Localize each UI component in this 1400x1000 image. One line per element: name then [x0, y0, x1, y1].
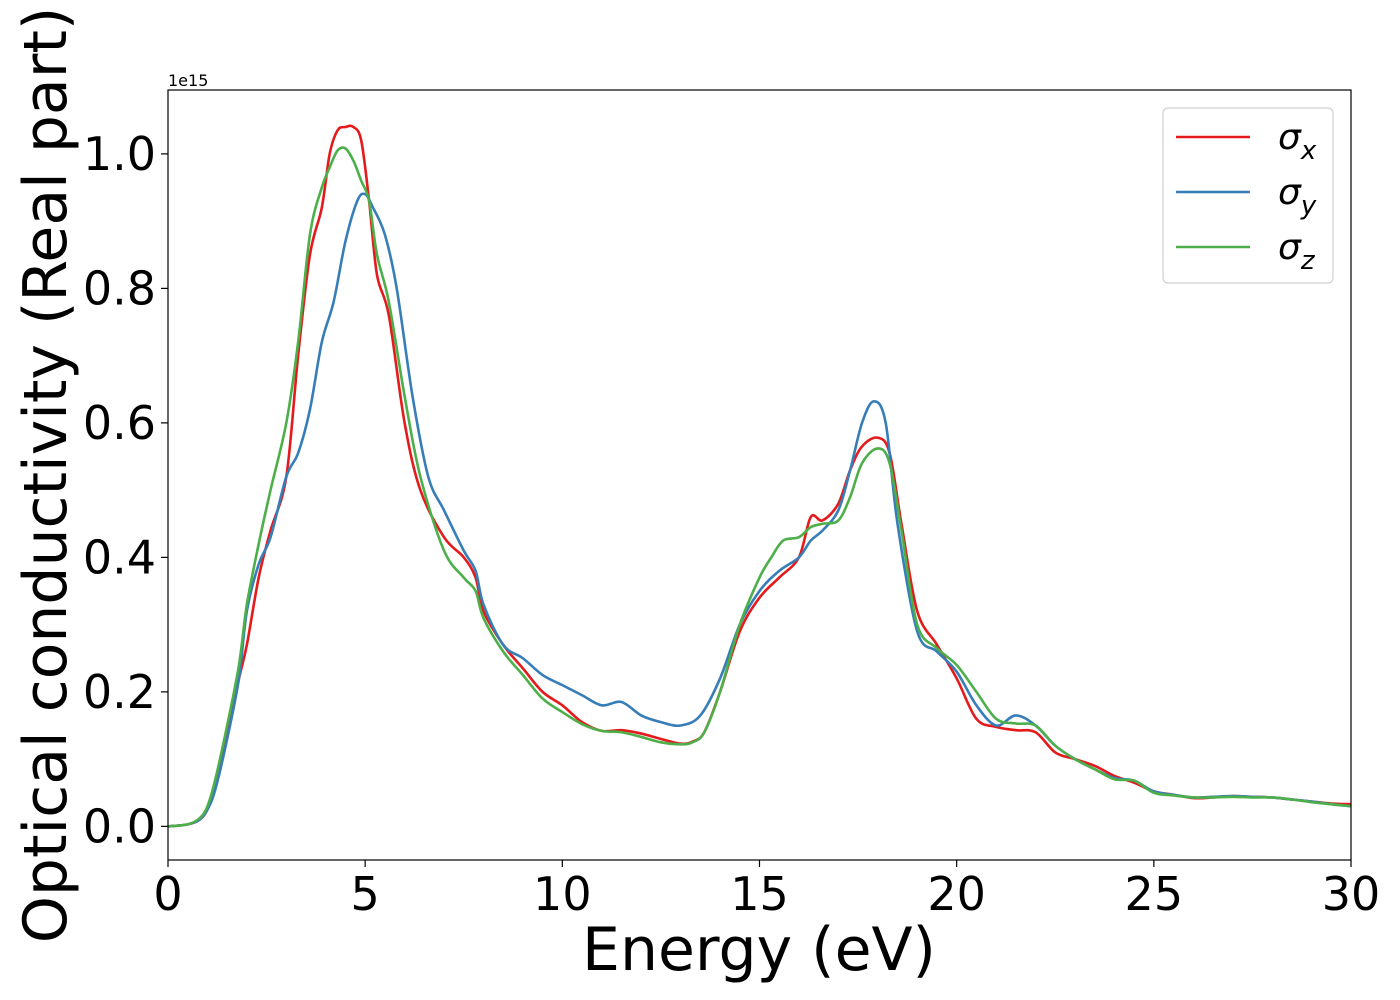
x-axis-title: Energy (eV) [582, 915, 936, 985]
x-tick-label: 30 [1322, 867, 1381, 921]
x-axis-ticks: 0 5 10 15 20 25 30 [153, 860, 1380, 921]
legend-label-x: σx [1278, 117, 1317, 166]
series-layer [167, 124, 1352, 828]
legend: σx σy σz [1162, 107, 1334, 284]
y-axis-title: Optical conductivity (Real part) [11, 7, 81, 944]
y-tick-label: 0.6 [83, 396, 156, 450]
x-tick-label: 25 [1125, 867, 1184, 921]
x-tick-label: 0 [153, 867, 182, 921]
x-tick-label: 15 [730, 867, 789, 921]
legend-box [1162, 107, 1334, 284]
legend-label-y: σy [1278, 172, 1317, 221]
y-tick-label: 0.8 [83, 261, 156, 315]
legend-label-z: σz [1278, 227, 1316, 276]
y-offset-label: 1e15 [168, 71, 208, 90]
y-tick-label: 0.4 [83, 530, 156, 584]
x-tick-label: 10 [533, 867, 592, 921]
series-line-z [167, 146, 1352, 828]
y-tick-label: 1.0 [83, 127, 156, 181]
y-axis-ticks: 0.0 0.2 0.4 0.6 0.8 1.0 [83, 127, 168, 853]
x-tick-label: 20 [927, 867, 986, 921]
y-tick-label: 0.2 [83, 665, 156, 719]
x-tick-label: 5 [351, 867, 380, 921]
y-tick-label: 0.0 [83, 799, 156, 853]
